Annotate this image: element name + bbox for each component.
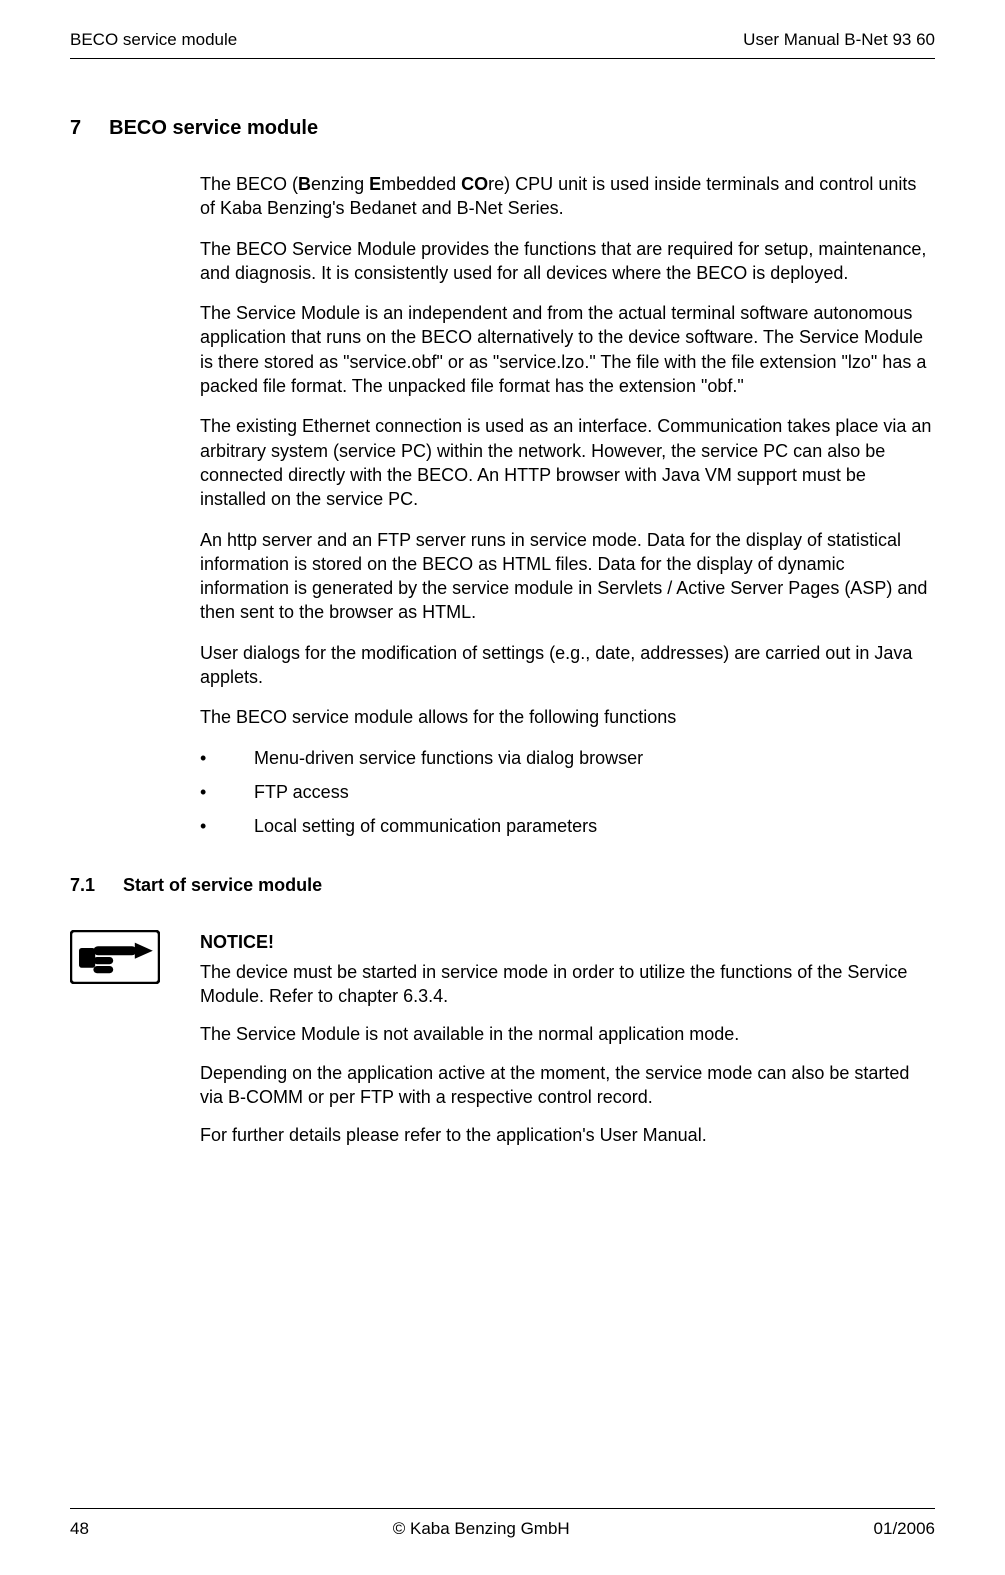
chapter-title: BECO service module bbox=[109, 117, 318, 140]
page-footer: 48 © Kaba Benzing GmbH 01/2006 bbox=[70, 1508, 935, 1539]
section-title: Start of service module bbox=[123, 875, 322, 896]
header-left: BECO service module bbox=[70, 30, 237, 50]
section-number: 7.1 bbox=[70, 875, 95, 896]
footer-date: 01/2006 bbox=[874, 1519, 935, 1539]
bullet-marker: • bbox=[200, 746, 214, 770]
bullet-text: Local setting of communication parameter… bbox=[254, 814, 597, 838]
notice-text: NOTICE! The device must be started in se… bbox=[200, 930, 935, 1162]
bullet-item: • FTP access bbox=[200, 780, 935, 804]
notice-block: NOTICE! The device must be started in se… bbox=[70, 930, 935, 1162]
bullet-item: • Local setting of communication paramete… bbox=[200, 814, 935, 838]
notice-p1: The device must be started in service mo… bbox=[200, 960, 935, 1009]
body-text: The BECO (Benzing Embedded COre) CPU uni… bbox=[200, 172, 935, 839]
paragraph-7: The BECO service module allows for the f… bbox=[200, 705, 935, 729]
paragraph-1: The BECO (Benzing Embedded COre) CPU uni… bbox=[200, 172, 935, 221]
notice-title: NOTICE! bbox=[200, 930, 935, 954]
bullet-marker: • bbox=[200, 814, 214, 838]
notice-p4: For further details please refer to the … bbox=[200, 1123, 935, 1147]
bullet-text: FTP access bbox=[254, 780, 349, 804]
chapter-number: 7 bbox=[70, 117, 81, 140]
notice-p3: Depending on the application active at t… bbox=[200, 1061, 935, 1110]
paragraph-2: The BECO Service Module provides the fun… bbox=[200, 237, 935, 286]
bullet-list: • Menu-driven service functions via dialo… bbox=[200, 746, 935, 839]
footer-center: © Kaba Benzing GmbH bbox=[393, 1519, 570, 1539]
header-right: User Manual B-Net 93 60 bbox=[743, 30, 935, 50]
paragraph-6: User dialogs for the modification of set… bbox=[200, 641, 935, 690]
footer-page-number: 48 bbox=[70, 1519, 89, 1539]
bullet-item: • Menu-driven service functions via dialo… bbox=[200, 746, 935, 770]
bullet-text: Menu-driven service functions via dialog… bbox=[254, 746, 643, 770]
pointing-hand-icon bbox=[70, 930, 170, 1162]
bullet-marker: • bbox=[200, 780, 214, 804]
paragraph-5: An http server and an FTP server runs in… bbox=[200, 528, 935, 625]
notice-p2: The Service Module is not available in t… bbox=[200, 1022, 935, 1046]
chapter-heading: 7 BECO service module bbox=[70, 117, 935, 140]
paragraph-4: The existing Ethernet connection is used… bbox=[200, 414, 935, 511]
section-heading: 7.1 Start of service module bbox=[70, 875, 935, 896]
paragraph-3: The Service Module is an independent and… bbox=[200, 301, 935, 398]
